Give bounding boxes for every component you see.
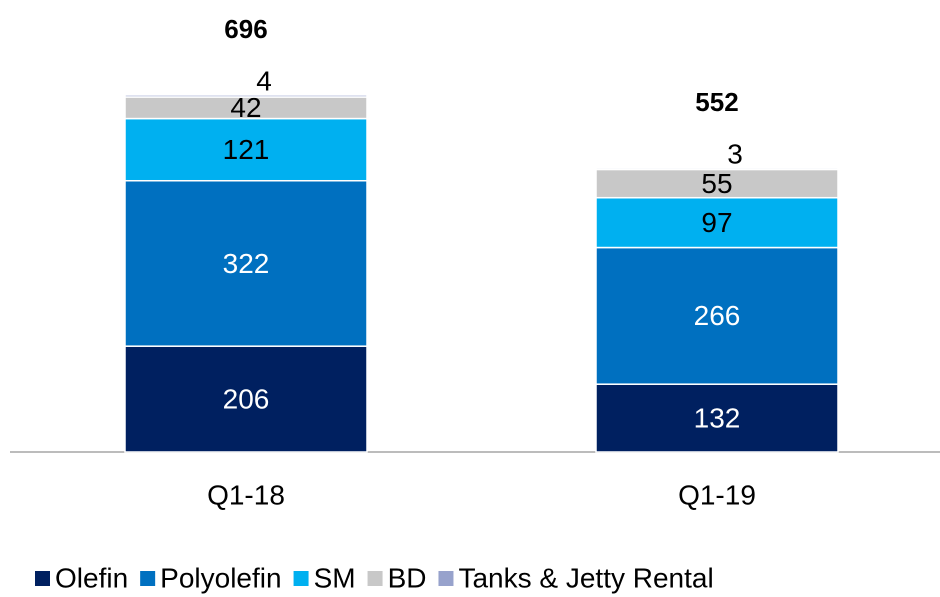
data-label: 132 [694,402,741,433]
legend-swatch [438,571,454,586]
legend-label: SM [314,562,356,593]
bar-segment [595,246,839,385]
legend-swatch [367,571,383,586]
bar-segment [124,179,368,347]
bar-segment [595,168,839,199]
legend-label: Tanks & Jetty Rental [458,562,713,593]
data-label: 322 [223,248,270,279]
bar-segment [595,167,839,171]
total-label: 696 [224,14,267,44]
data-label: 55 [701,168,732,199]
x-tick-label: Q1-19 [678,479,756,510]
bar-segment [595,383,839,453]
legend-label: BD [388,562,427,593]
data-label: 206 [223,383,270,414]
data-label: 3 [727,138,743,169]
data-label: 121 [223,134,270,165]
bar-segment [124,94,368,98]
data-label: 4 [256,65,272,96]
legend-swatch [140,571,156,586]
legend-label: Olefin [55,562,128,593]
bar-segment [124,345,368,453]
legend-swatch [293,571,309,586]
data-label: 266 [694,300,741,331]
bar-segment [595,196,839,249]
data-label: 97 [701,207,732,238]
legend-label: Polyolefin [160,562,281,593]
x-tick-label: Q1-18 [207,479,285,510]
legend-swatch [35,571,50,586]
total-label: 552 [695,87,738,117]
